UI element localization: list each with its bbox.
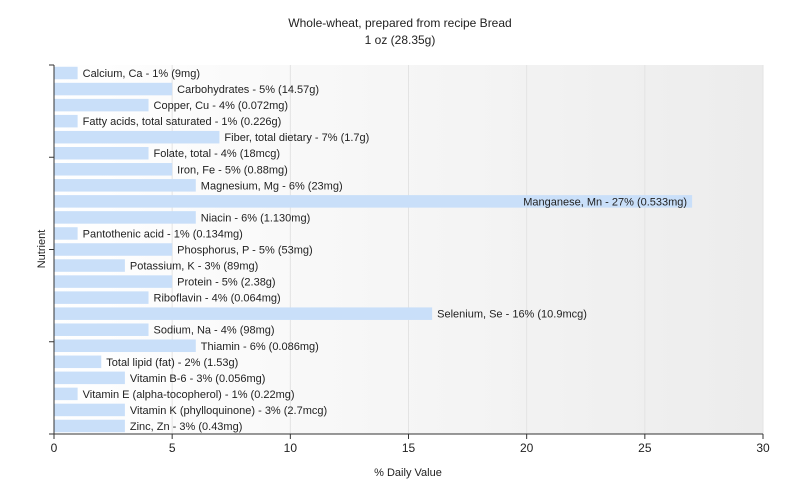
bar-label: Sodium, Na - 4% (98mg) [154, 325, 275, 337]
bar-label: Fatty acids, total saturated - 1% (0.226… [83, 116, 282, 128]
bar-label: Riboflavin - 4% (0.064mg) [154, 293, 281, 305]
bar [54, 179, 196, 192]
bar [54, 387, 78, 401]
x-tick-label: 5 [169, 441, 176, 455]
bar-label: Thiamin - 6% (0.086mg) [201, 341, 319, 353]
chart-title: Whole-wheat, prepared from recipe Bread [288, 16, 511, 30]
bars-group: Calcium, Ca - 1% (9mg) Carbohydrates - 5%… [54, 66, 693, 433]
bar [54, 114, 78, 128]
x-tick-label: 20 [520, 441, 534, 455]
x-tick-label: 25 [638, 441, 652, 455]
bar-label: Pantothenic acid - 1% (0.134mg) [83, 228, 243, 240]
bar-label: Fiber, total dietary - 7% (1.7g) [224, 132, 369, 144]
bar [54, 98, 149, 112]
bar-label: Niacin - 6% (1.130mg) [201, 212, 310, 224]
bar [54, 243, 173, 256]
bar-label: Carbohydrates - 5% (14.57g) [177, 84, 319, 96]
bar-label: Calcium, Ca - 1% (9mg) [83, 68, 200, 80]
bar-label: Magnesium, Mg - 6% (23mg) [201, 180, 343, 192]
x-tick-label: 30 [756, 441, 770, 455]
bar [54, 82, 173, 96]
bar-label: Protein - 5% (2.38g) [177, 277, 275, 289]
x-tick-label: 10 [284, 441, 298, 455]
bar-label: Iron, Fe - 5% (0.88mg) [177, 164, 288, 176]
chart-subtitle: 1 oz (28.35g) [365, 33, 436, 47]
x-axis-label: % Daily Value [374, 467, 442, 479]
bar [54, 323, 149, 336]
bar-label: Folate, total - 4% (18mcg) [154, 148, 281, 160]
y-axis-label: Nutrient [36, 230, 48, 269]
bar-label: Phosphorus, P - 5% (53mg) [177, 245, 313, 257]
bar [54, 307, 433, 320]
bar [54, 371, 125, 385]
x-tick-label: 0 [51, 441, 58, 455]
bar [54, 227, 78, 240]
bar [54, 211, 196, 224]
bar [54, 339, 196, 353]
x-tick-label: 15 [402, 441, 416, 455]
bar-label: Vitamin E (alpha-tocopherol) - 1% (0.22m… [83, 389, 295, 401]
bar-label: Selenium, Se - 16% (10.9mcg) [437, 309, 587, 321]
bar-label: Zinc, Zn - 3% (0.43mg) [130, 421, 242, 433]
bar-label: Manganese, Mn - 27% (0.533mg) [523, 196, 687, 208]
bar [54, 146, 149, 160]
bar [54, 291, 149, 304]
bar-label: Potassium, K - 3% (89mg) [130, 261, 258, 273]
bar [54, 163, 173, 176]
bar [54, 355, 102, 369]
bar [54, 275, 173, 288]
bar [54, 130, 220, 144]
bar-label: Vitamin K (phylloquinone) - 3% (2.7mcg) [130, 405, 327, 417]
bar [54, 259, 125, 272]
bar [54, 419, 125, 433]
bar-label: Vitamin B-6 - 3% (0.056mg) [130, 373, 266, 385]
bar [54, 403, 125, 417]
bar-label: Total lipid (fat) - 2% (1.53g) [106, 357, 238, 369]
axes: 0 5 10 15 20 25 30 [49, 64, 770, 455]
bar [54, 66, 78, 80]
bar [54, 195, 693, 208]
grid-lines [171, 65, 764, 434]
bar-label: Copper, Cu - 4% (0.072mg) [154, 100, 289, 112]
